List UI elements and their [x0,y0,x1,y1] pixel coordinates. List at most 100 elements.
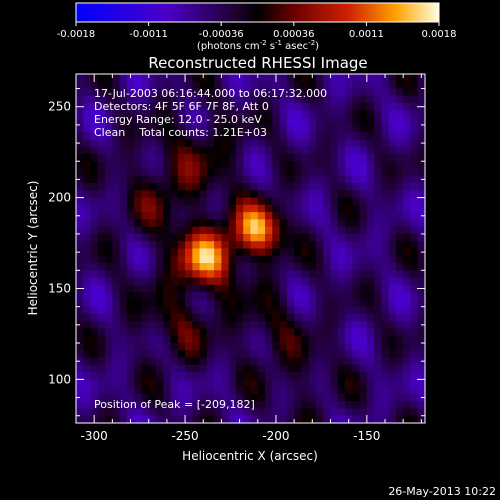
heatmap-cell [214,219,223,228]
heatmap-cell [214,255,223,264]
heatmap-cell [214,292,223,300]
heatmap-cell [330,321,339,330]
heatmap-cell [352,277,361,286]
heatmap-cell [185,175,193,184]
heatmap-cell [366,81,375,90]
heatmap-cell [301,117,310,126]
heatmap-cell [126,168,135,177]
heatmap-cell [294,110,302,119]
heatmap-cell [308,328,317,337]
heatmap-cell [301,103,310,111]
heatmap-cell [214,153,223,162]
heatmap-cell [235,401,244,410]
heatmap-cell [330,212,339,221]
heatmap-cell [97,161,106,170]
heatmap-cell [148,248,157,257]
heatmap-cell [337,110,346,119]
heatmap-cell [134,197,143,206]
heatmap-cell [97,299,106,308]
heatmap-cell [185,277,193,286]
heatmap-cell [163,328,172,337]
heatmap-cell [235,255,244,264]
heatmap-cell [126,103,135,111]
heatmap-cell [395,284,404,293]
heatmap-cell [352,372,361,380]
heatmap-cell [250,161,259,170]
heatmap-cell [170,226,179,235]
heatmap-cell [105,284,113,293]
heatmap-cell [126,248,135,257]
heatmap-cell [359,372,368,380]
heatmap-cell [192,197,201,206]
heatmap-cell [206,343,215,351]
heatmap-cell [206,292,215,300]
heatmap-cell [170,161,179,170]
heatmap-cell [417,343,426,351]
heatmap-cell [388,415,397,424]
heatmap-cell [214,139,223,148]
heatmap-cell [265,161,273,170]
heatmap-cell [345,241,353,250]
heatmap-cell [235,197,244,206]
heatmap-cell [366,212,375,221]
heatmap-cell [265,335,273,344]
heatmap-cell [243,328,252,337]
heatmap-cell [374,372,382,380]
heatmap-cell [97,393,106,402]
heatmap-cell [337,350,346,359]
heatmap-cell [279,408,288,417]
heatmap-cell [214,372,223,380]
heatmap-cell [97,212,106,221]
heatmap-cell [388,204,397,213]
heatmap-cell [221,190,230,199]
heatmap-cell [185,393,193,402]
heatmap-cell [359,386,368,395]
heatmap-cell [265,350,273,359]
heatmap-cell [228,255,237,264]
heatmap-cell [403,292,412,300]
heatmap-cell [163,248,172,257]
heatmap-cell [345,313,353,322]
heatmap-cell [170,292,179,300]
heatmap-cell [315,233,324,242]
heatmap-cell [250,219,259,228]
heatmap-cell [97,357,106,366]
heatmap-cell [206,248,215,257]
heatmap-cell [345,81,353,90]
heatmap-cell [410,255,419,264]
heatmap-cell [141,393,150,402]
heatmap-cell [155,401,164,410]
heatmap-cell [235,88,244,97]
heatmap-cell [235,226,244,235]
heatmap-cell [199,299,208,308]
heatmap-cell [403,233,412,242]
heatmap-cell [265,299,273,308]
heatmap-cell [308,183,317,191]
heatmap-cell [90,364,99,373]
heatmap-cell [199,328,208,337]
heatmap-cell [323,95,332,104]
heatmap-cell [265,255,273,264]
heatmap-cell [352,226,361,235]
heatmap-cell [126,270,135,279]
heatmap-cell [265,241,273,250]
heatmap-cell [177,335,186,344]
heatmap-cell [134,255,143,264]
heatmap-cell [141,386,150,395]
heatmap-cell [308,248,317,257]
heatmap-cell [294,357,302,366]
heatmap-cell [395,124,404,133]
heatmap-cell [105,153,113,162]
heatmap-cell [410,183,419,191]
heatmap-cell [119,408,128,417]
heatmap-cell [395,103,404,111]
heatmap-cell [206,124,215,133]
heatmap-cell [381,270,390,279]
heatmap-cell [323,233,332,242]
heatmap-cell [323,219,332,228]
heatmap-cell [345,321,353,330]
heatmap-cell [308,139,317,148]
heatmap-cell [301,175,310,184]
heatmap-cell [359,233,368,242]
heatmap-cell [243,255,252,264]
